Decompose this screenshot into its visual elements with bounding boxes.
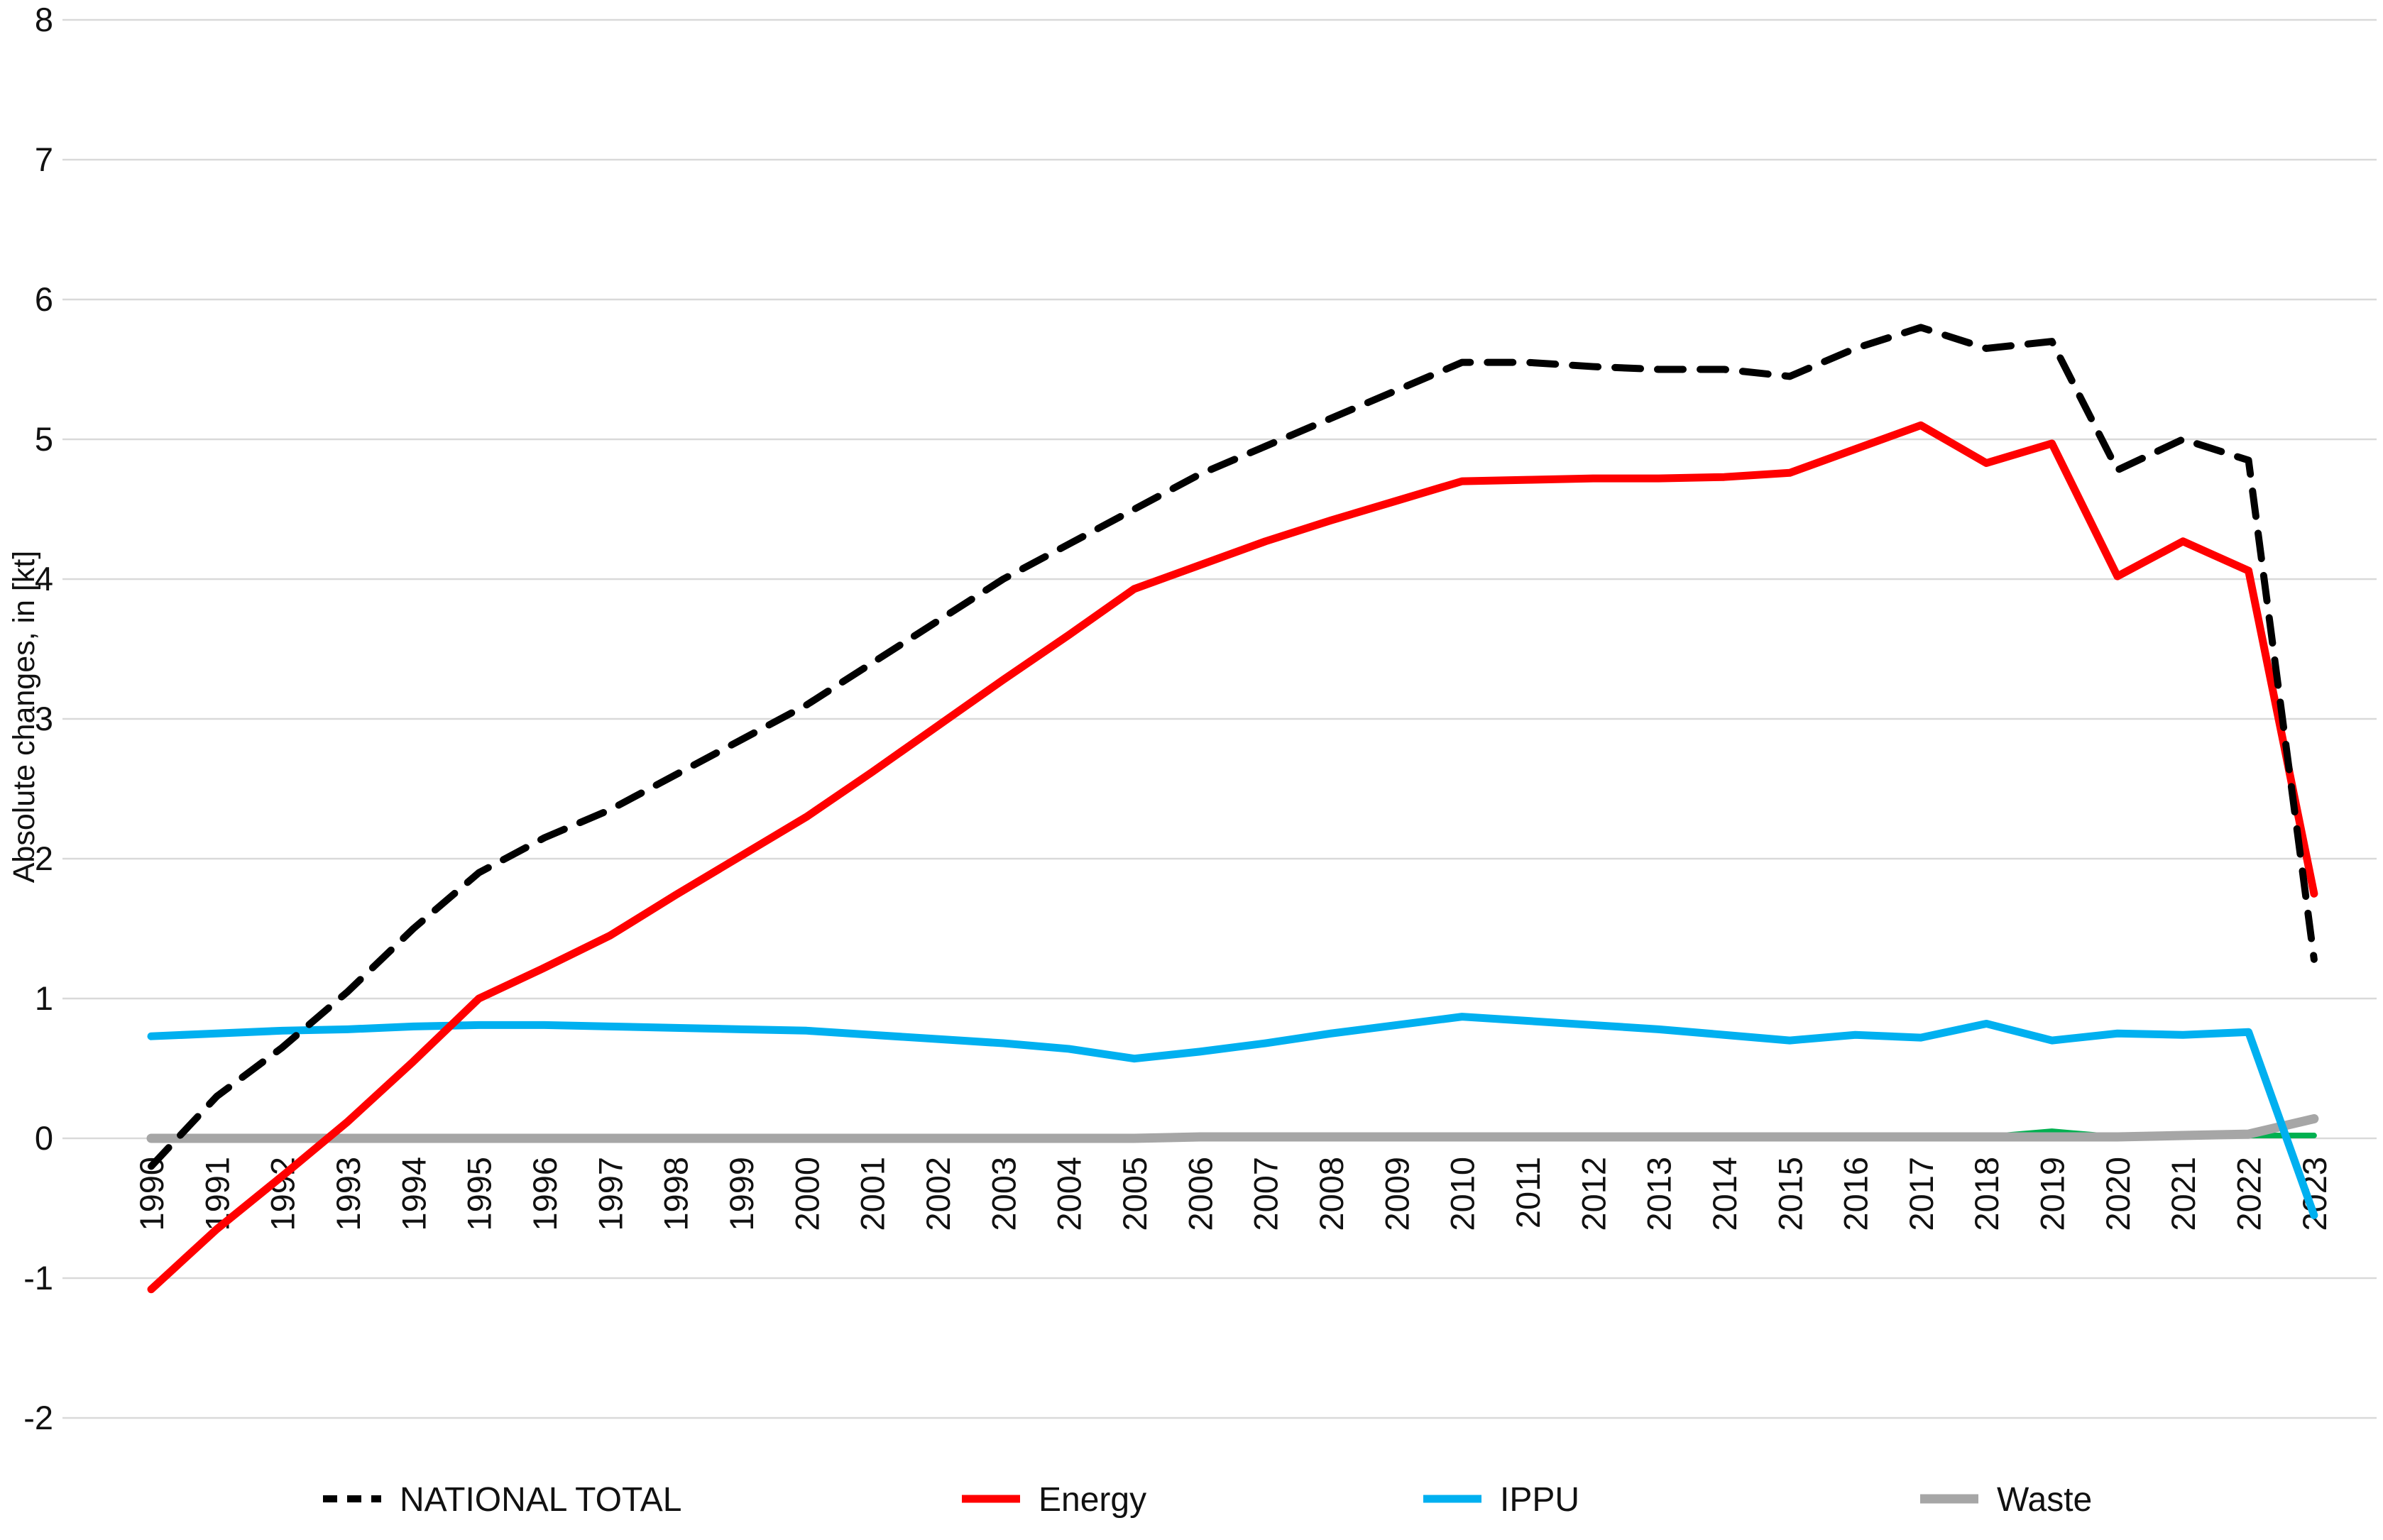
legend-item: NATIONAL TOTAL xyxy=(323,1481,681,1519)
x-tick-label: 1996 xyxy=(526,1157,564,1231)
y-tick-label: 1 xyxy=(35,979,53,1017)
y-tick-label: -2 xyxy=(23,1399,53,1436)
x-tick-label: 2013 xyxy=(1640,1157,1678,1231)
x-tick-label: 2001 xyxy=(854,1157,892,1231)
legend-item: Energy xyxy=(962,1481,1146,1519)
x-tick-label: 2011 xyxy=(1509,1157,1547,1228)
x-tick-label: 2000 xyxy=(788,1157,826,1231)
x-tick-label: 2010 xyxy=(1444,1157,1481,1231)
y-tick-label: 7 xyxy=(35,141,53,178)
x-tick-label: 1997 xyxy=(591,1157,629,1231)
x-tick-label: 2009 xyxy=(1378,1157,1415,1231)
series-line-ippu xyxy=(147,1013,2318,1219)
x-tick-label: 2018 xyxy=(1968,1157,2005,1231)
y-tick-label: 4 xyxy=(35,560,53,598)
x-tick-label: 2004 xyxy=(1051,1157,1088,1231)
x-axis-tick-labels: 1990 1991 1992 1993 1994 1995 1996 1997 1998 1999… xyxy=(133,1157,2333,1231)
series-line-waste xyxy=(146,1113,2319,1143)
legend-item: IPPU xyxy=(1423,1481,1579,1519)
x-tick-label: 2022 xyxy=(2230,1157,2268,1231)
legend-label: IPPU xyxy=(1500,1481,1579,1519)
legend-label: Waste xyxy=(1997,1481,2092,1519)
y-tick-label: -1 xyxy=(23,1259,53,1297)
x-tick-label: 2005 xyxy=(1116,1157,1154,1231)
x-tick-label: 2020 xyxy=(2099,1157,2137,1231)
x-tick-label: 1994 xyxy=(395,1157,432,1231)
y-tick-label: 6 xyxy=(35,280,53,318)
x-tick-label: 2021 xyxy=(2164,1157,2202,1231)
y-tick-label: 3 xyxy=(35,700,53,737)
y-tick-label: 2 xyxy=(35,840,53,877)
x-tick-label: 2017 xyxy=(1902,1157,1940,1231)
series-line-national-total xyxy=(148,324,2318,1170)
x-tick-label: 2012 xyxy=(1574,1157,1612,1231)
series-lines xyxy=(146,324,2319,1294)
x-tick-label: 2007 xyxy=(1247,1157,1285,1231)
legend: NATIONAL TOTAL Energy IPPU Waste xyxy=(323,1481,2092,1519)
series-line-energy xyxy=(147,421,2318,1294)
y-tick-label: 8 xyxy=(35,1,53,38)
y-axis-title: Absolute changes, in [kt] xyxy=(7,551,41,884)
x-tick-label: 2002 xyxy=(919,1157,957,1231)
x-tick-label: 1993 xyxy=(329,1157,367,1231)
x-tick-label: 2019 xyxy=(2034,1157,2071,1231)
x-tick-label: 1998 xyxy=(657,1157,695,1231)
x-tick-label: 2006 xyxy=(1181,1157,1219,1231)
x-tick-label: 1995 xyxy=(461,1157,498,1231)
y-tick-label: 0 xyxy=(35,1119,53,1157)
legend-label: Energy xyxy=(1039,1481,1146,1519)
legend-item: Waste xyxy=(1920,1481,2092,1519)
x-tick-label: 2015 xyxy=(1771,1157,1809,1231)
x-tick-label: 2014 xyxy=(1706,1157,1743,1231)
x-tick-label: 2003 xyxy=(985,1157,1022,1231)
y-tick-label: 5 xyxy=(35,420,53,458)
y-axis-tick-labels: 8 7 6 5 4 3 2 1 0 -1 -2 xyxy=(23,1,53,1436)
x-tick-label: 2008 xyxy=(1313,1157,1350,1231)
x-tick-label: 1999 xyxy=(723,1157,760,1231)
legend-label: NATIONAL TOTAL xyxy=(400,1481,681,1519)
x-tick-label: 2016 xyxy=(1837,1157,1875,1231)
